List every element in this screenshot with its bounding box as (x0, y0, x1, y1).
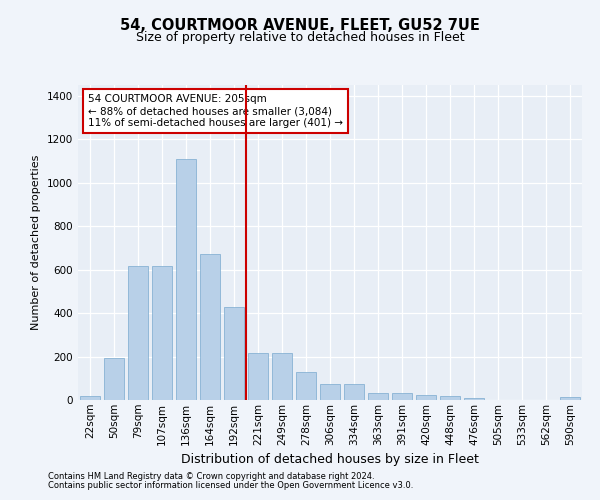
Bar (368, 393, 388, 400)
Bar (320, 384, 340, 400)
Bar (440, 396, 460, 400)
Bar (80, 396, 100, 400)
Bar (104, 358, 124, 400)
Bar (392, 393, 412, 400)
Text: 54, COURTMOOR AVENUE, FLEET, GU52 7UE: 54, COURTMOOR AVENUE, FLEET, GU52 7UE (120, 18, 480, 32)
Bar (416, 394, 436, 400)
Bar (248, 354, 268, 400)
Text: 54 COURTMOOR AVENUE: 205sqm
← 88% of detached houses are smaller (3,084)
11% of : 54 COURTMOOR AVENUE: 205sqm ← 88% of det… (88, 94, 343, 128)
Bar (296, 372, 316, 400)
Bar (272, 354, 292, 400)
Bar (176, 159, 196, 400)
Text: Contains HM Land Registry data © Crown copyright and database right 2024.: Contains HM Land Registry data © Crown c… (48, 472, 374, 481)
X-axis label: Distribution of detached houses by size in Fleet: Distribution of detached houses by size … (181, 453, 479, 466)
Bar (344, 384, 364, 400)
Bar (128, 266, 148, 400)
Text: Size of property relative to detached houses in Fleet: Size of property relative to detached ho… (136, 31, 464, 44)
Bar (152, 266, 172, 400)
Y-axis label: Number of detached properties: Number of detached properties (31, 155, 41, 330)
Bar (224, 306, 244, 400)
Bar (200, 254, 220, 400)
Bar (560, 398, 580, 400)
Text: Contains public sector information licensed under the Open Government Licence v3: Contains public sector information licen… (48, 481, 413, 490)
Bar (464, 398, 484, 400)
